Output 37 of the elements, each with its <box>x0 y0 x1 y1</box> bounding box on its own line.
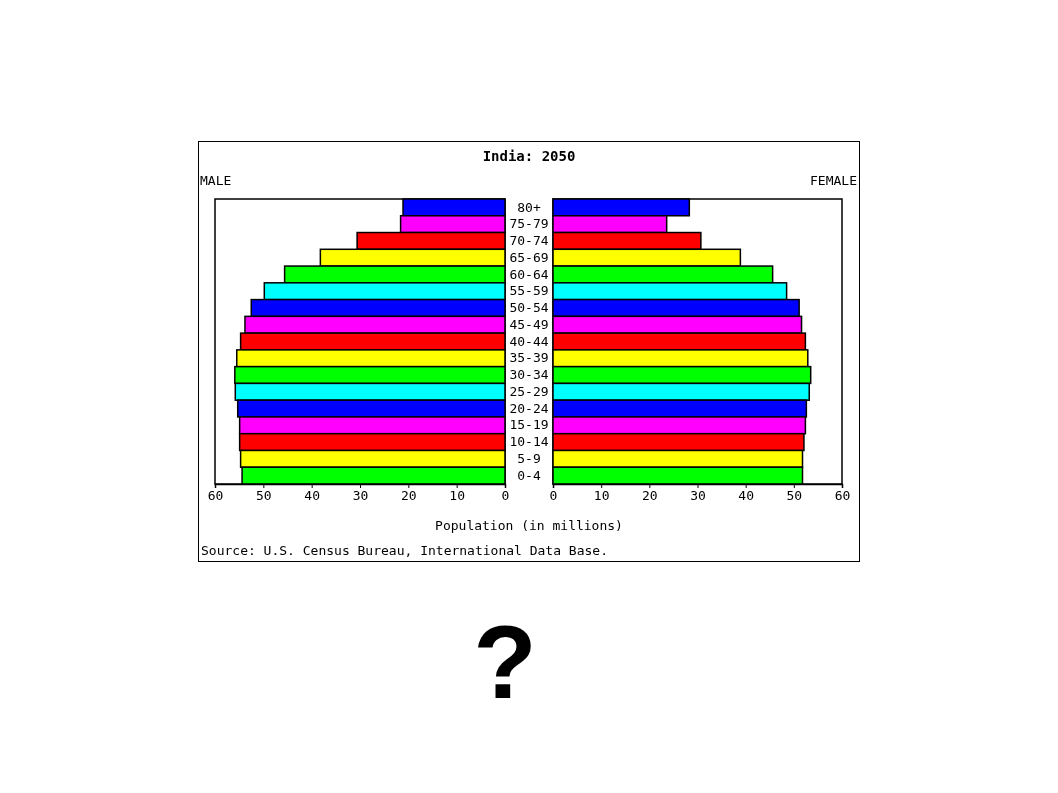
y-tick-label: 25-29 <box>509 383 549 399</box>
x-tick-label: 0 <box>549 488 558 504</box>
x-tick-label: 50 <box>256 488 272 504</box>
x-tick-label: 10 <box>593 488 610 504</box>
x-tick-label: 20 <box>401 488 417 504</box>
y-tick-label: 45-49 <box>509 316 549 332</box>
y-tick-label: 20-24 <box>509 400 549 416</box>
x-tick-label: 60 <box>207 488 224 504</box>
x-tick-label: 40 <box>304 488 320 504</box>
y-tick-label: 75-79 <box>509 216 549 232</box>
y-tick-label: 70-74 <box>509 233 549 249</box>
y-tick-label: 30-34 <box>509 367 549 383</box>
chart-title: India: 2050 <box>482 148 576 164</box>
source-note: Source: U.S. Census Bureau, International Data Base. <box>201 543 608 558</box>
x-axis-title: Population (in millions) <box>435 518 623 533</box>
y-tick-label: 0-4 <box>517 467 541 483</box>
x-tick-label: 0 <box>501 488 510 504</box>
x-tick-label: 40 <box>738 488 754 504</box>
y-tick-label: 40-44 <box>509 333 549 349</box>
y-tick-label: 35-39 <box>509 350 549 366</box>
text: MALE <box>200 173 232 188</box>
y-tick-label: 5-9 <box>517 451 541 467</box>
x-tick-label: 10 <box>449 488 465 504</box>
x-tick-label: 30 <box>690 488 706 504</box>
y-tick-label: 15-19 <box>509 417 549 433</box>
y-tick-label: 50-54 <box>509 300 549 316</box>
x-tick-label: 60 <box>834 488 851 504</box>
y-tick-label: 55-59 <box>509 283 549 299</box>
x-tick-label: 20 <box>642 488 658 504</box>
text: ? <box>473 604 537 720</box>
x-tick-label: 30 <box>352 488 369 504</box>
y-tick-label: 65-69 <box>509 249 549 265</box>
y-tick-label: 80+ <box>517 199 541 215</box>
y-tick-label: 60-64 <box>509 266 549 282</box>
x-tick-label: 50 <box>786 488 803 504</box>
text: FEMALE <box>810 173 857 188</box>
y-tick-label: 10-14 <box>509 434 549 450</box>
